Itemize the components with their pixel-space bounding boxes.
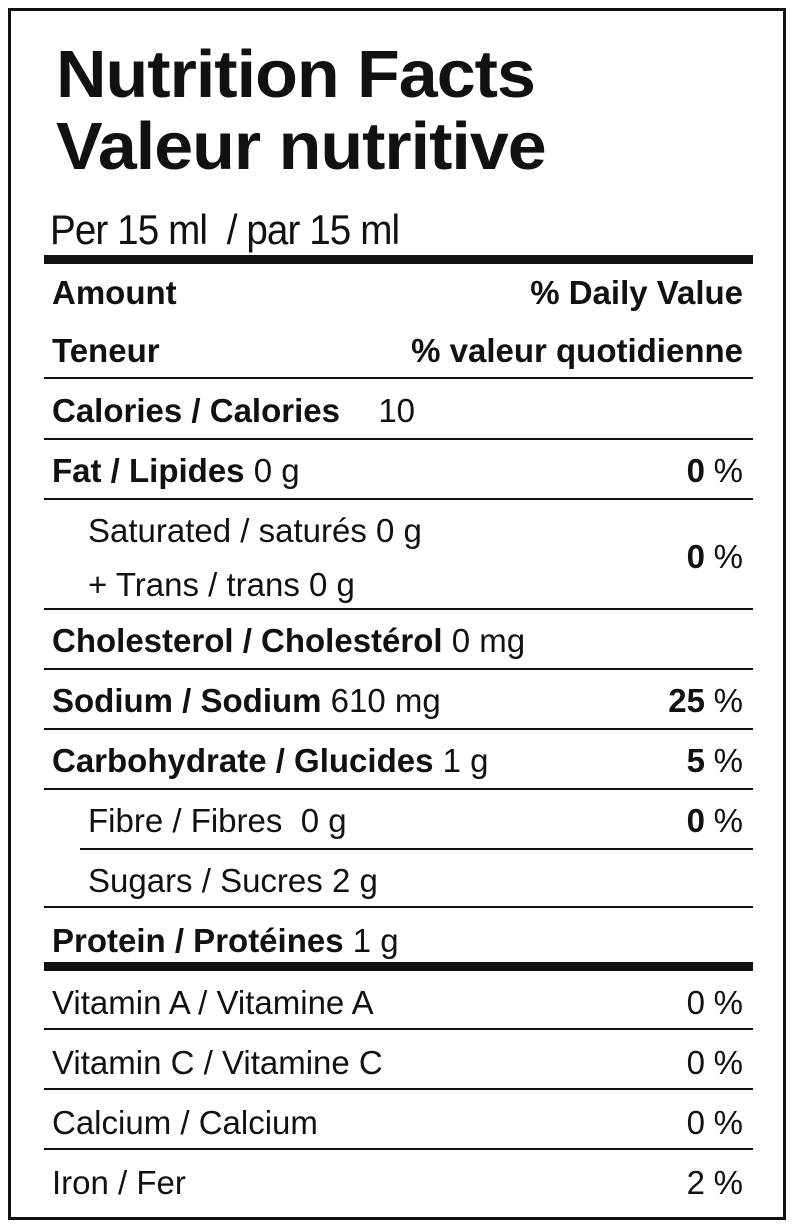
sodium-row: Sodium / Sodium 610 mg 25% — [44, 681, 753, 721]
divider — [44, 377, 753, 379]
sugars-label: Sugars / Sucres 2 g — [88, 862, 378, 899]
cholesterol-row: Cholesterol / Cholestérol 0 mg — [44, 621, 753, 661]
trans-label: + Trans / trans 0 g — [88, 566, 355, 603]
percent-sign: % — [713, 984, 743, 1021]
percent-sign: % — [713, 682, 743, 719]
label-content: Nutrition Facts Valeur nutritive Per 15 … — [44, 11, 753, 1217]
vitamin-c-label: Vitamin C / Vitamine C — [52, 1044, 383, 1081]
carbohydrate-dv: 5 — [686, 742, 705, 779]
fibre-row: Fibre / Fibres 0 g 0% — [44, 801, 753, 841]
valeur-quotidienne-heading: % valeur quotidienne — [411, 332, 743, 369]
serving-size: Per 15 ml / par 15 ml — [50, 206, 400, 253]
percent-sign: % — [713, 1044, 743, 1081]
divider — [44, 608, 753, 610]
fibre-dv: 0 — [686, 802, 705, 839]
divider — [44, 1088, 753, 1090]
divider — [44, 788, 753, 790]
thick-divider-top — [44, 255, 753, 264]
sodium-label: Sodium / Sodium — [52, 682, 322, 719]
vitamin-a-label: Vitamin A / Vitamine A — [52, 984, 374, 1021]
vitamin-c-row: Vitamin C / Vitamine C 0% — [44, 1043, 753, 1083]
cholesterol-label: Cholesterol / Cholestérol — [52, 622, 443, 659]
trans-dv-row: 0% — [44, 537, 753, 577]
percent-sign: % — [713, 742, 743, 779]
saturated-row: Saturated / saturés 0 g — [44, 511, 753, 551]
vitamin-a-row: Vitamin A / Vitamine A 0% — [44, 983, 753, 1023]
header-row-english: Amount % Daily Value — [44, 273, 753, 313]
protein-label: Protein / Protéines — [52, 922, 344, 959]
header-row-french: Teneur % valeur quotidienne — [44, 331, 753, 371]
vitamin-c-dv: 0 — [686, 1044, 705, 1081]
carbohydrate-amount: 1 g — [442, 742, 489, 779]
iron-label: Iron / Fer — [52, 1164, 186, 1201]
calcium-label: Calcium / Calcium — [52, 1104, 318, 1141]
percent-sign: % — [713, 1164, 743, 1201]
divider — [80, 848, 753, 850]
trans-row: + Trans / trans 0 g — [44, 565, 753, 605]
sugars-row: Sugars / Sucres 2 g — [44, 861, 753, 901]
percent-sign: % — [713, 802, 743, 839]
sodium-dv: 25 — [668, 682, 705, 719]
carbohydrate-label: Carbohydrate / Glucides — [52, 742, 434, 779]
divider — [44, 906, 753, 908]
sodium-amount: 610 mg — [330, 682, 441, 719]
divider — [44, 438, 753, 440]
calcium-row: Calcium / Calcium 0% — [44, 1103, 753, 1143]
calories-row: Calories / Calories 10 — [44, 391, 753, 431]
calcium-dv: 0 — [686, 1104, 705, 1141]
teneur-heading: Teneur — [52, 332, 160, 369]
thick-divider-vitamins — [44, 962, 753, 971]
divider — [44, 728, 753, 730]
cholesterol-amount: 0 mg — [451, 622, 526, 659]
percent-sign: % — [713, 1104, 743, 1141]
fat-row: Fat / Lipides 0 g 0% — [44, 451, 753, 491]
title-english: Nutrition Facts — [56, 37, 536, 112]
daily-value-heading: % Daily Value — [530, 274, 743, 311]
saturated-label: Saturated / saturés 0 g — [88, 512, 422, 549]
protein-row: Protein / Protéines 1 g — [44, 921, 753, 961]
fibre-label: Fibre / Fibres 0 g — [88, 802, 347, 839]
saturated-trans-dv: 0 — [686, 538, 705, 575]
calories-value: 10 — [378, 392, 416, 429]
divider — [44, 668, 753, 670]
protein-amount: 1 g — [352, 922, 399, 959]
divider — [44, 498, 753, 500]
divider — [44, 1148, 753, 1150]
fat-label: Fat / Lipides — [52, 452, 245, 489]
amount-heading: Amount — [52, 274, 177, 311]
percent-sign: % — [713, 538, 743, 575]
fat-dv: 0 — [686, 452, 705, 489]
percent-sign: % — [713, 452, 743, 489]
iron-row: Iron / Fer 2% — [44, 1163, 753, 1203]
calories-label: Calories / Calories — [52, 392, 340, 429]
divider — [44, 1028, 753, 1030]
title-french: Valeur nutritive — [56, 109, 547, 184]
carbohydrate-row: Carbohydrate / Glucides 1 g 5% — [44, 741, 753, 781]
fat-amount: 0 g — [253, 452, 300, 489]
nutrition-facts-label: Nutrition Facts Valeur nutritive Per 15 … — [8, 8, 786, 1220]
iron-dv: 2 — [686, 1164, 705, 1201]
vitamin-a-dv: 0 — [686, 984, 705, 1021]
